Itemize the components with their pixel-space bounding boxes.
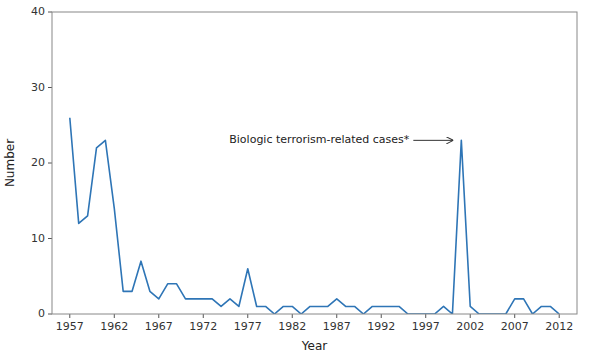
- x-tick-label: 1997: [412, 320, 440, 333]
- y-tick-label: 30: [31, 81, 45, 94]
- y-tick-label: 0: [38, 307, 45, 320]
- chart: 0 10 20 30 40 1957 1962 1967 1972 1977 1982 1987 199…: [0, 0, 591, 358]
- x-tick-label: 1967: [145, 320, 173, 333]
- y-tick: [48, 87, 52, 88]
- plot-frame: [52, 12, 577, 314]
- x-tick-label: 1962: [100, 320, 128, 333]
- y-tick: [48, 12, 52, 13]
- plot-area: [70, 118, 559, 314]
- x-tick-label: 2012: [545, 320, 573, 333]
- y-tick: [48, 238, 52, 239]
- y-tick: [48, 163, 52, 164]
- x-tick: [470, 314, 471, 318]
- x-tick: [247, 314, 248, 318]
- x-tick: [425, 314, 426, 318]
- y-axis-label: Number: [3, 139, 17, 187]
- annotation: Biologic terrorism-related cases*: [229, 133, 410, 146]
- x-tick-label: 1957: [56, 320, 84, 333]
- x-tick: [69, 314, 70, 318]
- x-tick-label: 1977: [234, 320, 262, 333]
- x-tick: [559, 314, 560, 318]
- x-tick-label: 2007: [501, 320, 529, 333]
- x-tick: [158, 314, 159, 318]
- x-tick: [114, 314, 115, 318]
- y-tick-label: 20: [31, 156, 45, 169]
- x-tick: [203, 314, 204, 318]
- x-tick: [336, 314, 337, 318]
- x-axis-label: Year: [301, 339, 327, 353]
- x-tick-label: 1992: [367, 320, 395, 333]
- annotation-arrow: [413, 140, 453, 141]
- x-tick-label: 1982: [278, 320, 306, 333]
- y-tick-label: 40: [31, 5, 45, 18]
- background: [0, 0, 591, 358]
- x-tick: [514, 314, 515, 318]
- y-tick: [48, 314, 52, 315]
- y-tick-label: 10: [31, 232, 45, 245]
- x-tick-label: 2002: [456, 320, 484, 333]
- x-tick-label: 1972: [189, 320, 217, 333]
- x-tick: [292, 314, 293, 318]
- x-tick-label: 1987: [323, 320, 351, 333]
- data-line: [70, 118, 559, 314]
- x-tick: [381, 314, 382, 318]
